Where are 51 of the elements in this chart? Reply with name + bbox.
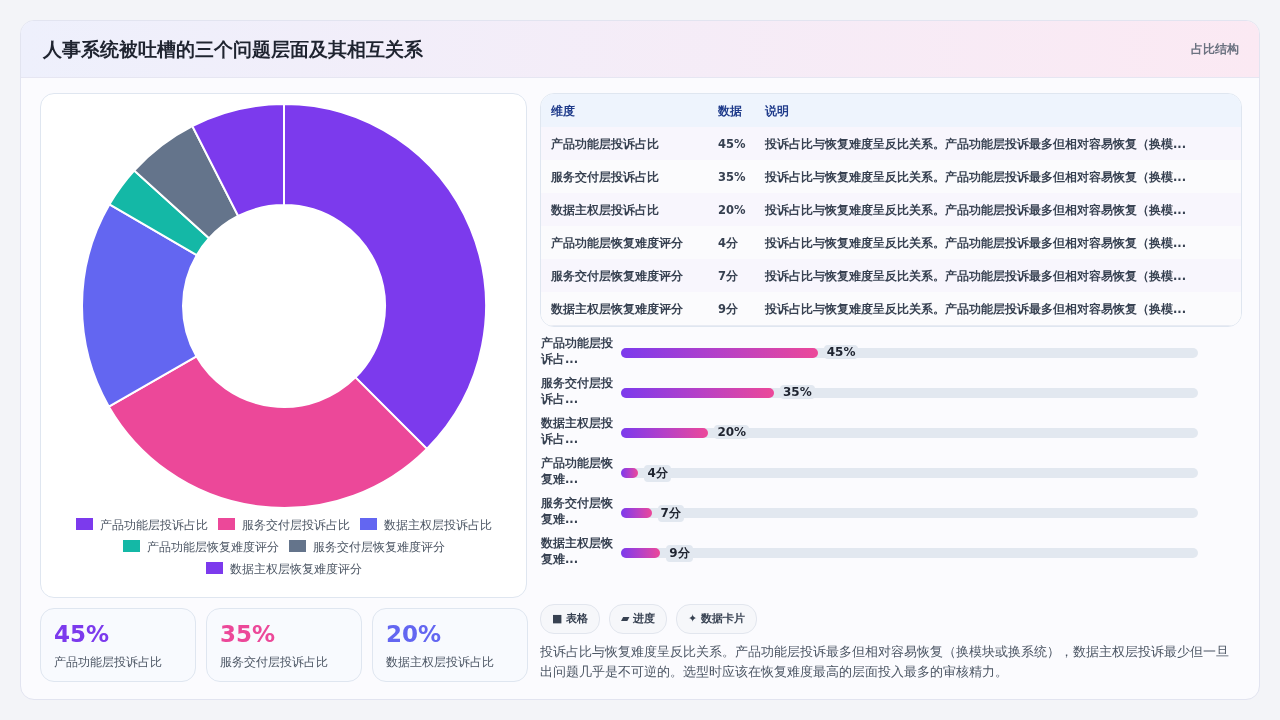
y-tick-label: 数据主权层恢复难... xyxy=(541,535,614,567)
data-label: 20% xyxy=(714,425,750,439)
text: 产品功能层恢复难度评分 xyxy=(551,236,683,251)
text: 占比结构 xyxy=(1191,41,1239,58)
text: 投诉占比与恢复难度呈反比关系。产品功能层投诉最多但相对容易恢复（换模... xyxy=(765,269,1187,284)
text: 45% xyxy=(54,621,110,647)
legend-label: 产品功能层投诉占比 xyxy=(99,518,208,532)
y-tick-label: 产品功能层恢复难... xyxy=(541,455,614,487)
text: 投诉占比与恢复难度呈反比关系。产品功能层投诉最多但相对容易恢复（换模... xyxy=(765,236,1187,251)
text: 投诉占比与恢复难度呈反比关系。产品功能层投诉最多但相对容易恢复（换模块或换系统），数据主权层投诉最少但一旦出问题几乎是不可逆的。选型时应该在恢复难度最高的层面投入最多的审核精力。 xyxy=(540,643,1230,681)
text: ▰ 进度 xyxy=(609,604,668,634)
data-label: 7分 xyxy=(657,505,684,522)
text: 4分 xyxy=(718,236,739,251)
text: 投诉占比与恢复难度呈反比关系。产品功能层投诉最多但相对容易恢复（换模... xyxy=(765,137,1187,152)
text: 数据主权层投诉占比 xyxy=(386,655,494,670)
legend-label: 数据主权层恢复难度评分 xyxy=(229,562,362,576)
text: 数据主权层投诉占比 xyxy=(551,203,659,218)
text: 产品功能层投诉占比 xyxy=(54,655,162,670)
text: 7分 xyxy=(718,269,739,284)
y-tick-label: 数据主权层投诉占... xyxy=(541,415,614,447)
text: 维度 xyxy=(551,104,575,119)
text: 投诉占比与恢复难度呈反比关系。产品功能层投诉最多但相对容易恢复（换模... xyxy=(765,203,1187,218)
text: 投诉占比与恢复难度呈反比关系。产品功能层投诉最多但相对容易恢复（换模... xyxy=(765,302,1187,317)
text: 数据 xyxy=(718,104,742,119)
text: 服务交付层恢复难度评分 xyxy=(551,269,683,284)
text: 35% xyxy=(220,621,276,647)
data-label: 9分 xyxy=(666,545,693,562)
legend-label: 服务交付层恢复难度评分 xyxy=(312,540,445,554)
legend-label: 服务交付层投诉占比 xyxy=(241,518,350,532)
text: ✦ 数据卡片 xyxy=(676,604,758,634)
text: 9分 xyxy=(718,302,739,317)
text: 20% xyxy=(718,203,746,217)
data-label: 45% xyxy=(823,345,859,359)
text: 投诉占比与恢复难度呈反比关系。产品功能层投诉最多但相对容易恢复（换模... xyxy=(765,170,1187,185)
text: 说明 xyxy=(765,104,789,119)
text: 人事系统被吐槽的三个问题层面及其相互关系 xyxy=(43,37,423,62)
text: 45% xyxy=(718,137,746,151)
legend-label: 产品功能层恢复难度评分 xyxy=(146,540,279,554)
y-tick-label: 服务交付层投诉占... xyxy=(541,375,614,407)
legend-label: 数据主权层投诉占比 xyxy=(383,518,492,532)
text: 产品功能层投诉占比 xyxy=(551,137,659,152)
text: 35% xyxy=(718,170,746,184)
data-label: 35% xyxy=(779,385,815,399)
text: 数据主权层恢复难度评分 xyxy=(551,302,683,317)
text: 服务交付层投诉占比 xyxy=(551,170,659,185)
text: ■ 表格 xyxy=(540,604,601,634)
data-label: 4分 xyxy=(644,465,671,482)
text: 服务交付层投诉占比 xyxy=(220,655,328,670)
y-tick-label: 产品功能层投诉占... xyxy=(541,335,614,367)
y-tick-label: 服务交付层恢复难... xyxy=(541,495,614,527)
text: 20% xyxy=(386,621,442,647)
